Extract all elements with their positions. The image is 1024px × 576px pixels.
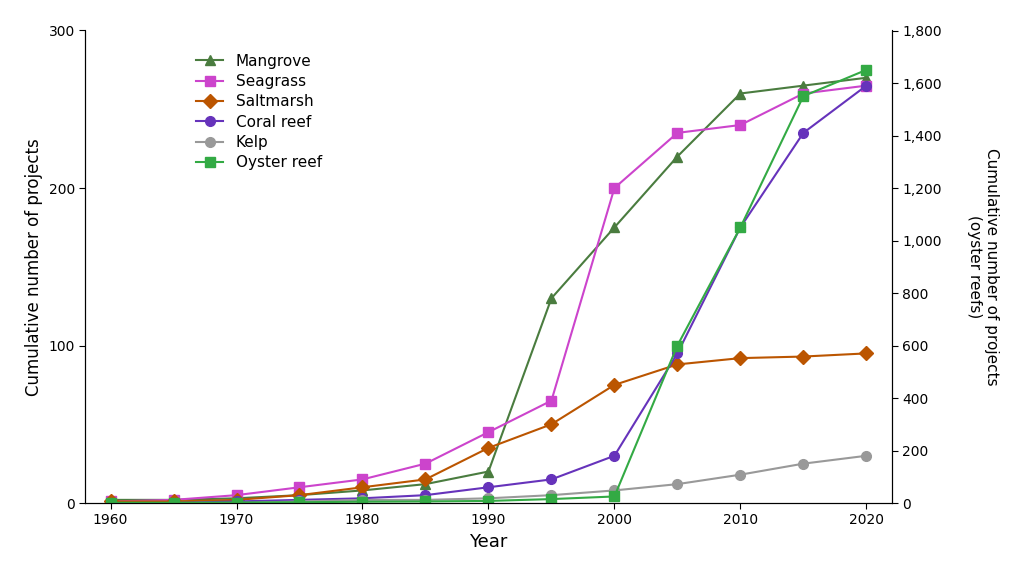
Line: Mangrove: Mangrove xyxy=(105,73,871,505)
Coral reef xyxy=(104,499,117,506)
Kelp xyxy=(356,497,369,503)
Mangrove xyxy=(672,153,684,160)
Kelp xyxy=(230,499,243,506)
Line: Coral reef: Coral reef xyxy=(105,81,871,508)
Coral reef xyxy=(482,484,495,491)
Coral reef xyxy=(167,499,179,506)
Mangrove xyxy=(546,295,558,302)
Seagrass xyxy=(672,130,684,137)
Saltmarsh xyxy=(482,445,495,452)
Saltmarsh xyxy=(104,498,117,505)
Coral reef xyxy=(356,495,369,502)
Oyster reef xyxy=(798,93,810,100)
Kelp xyxy=(167,499,179,506)
Mangrove xyxy=(419,480,431,487)
Mangrove xyxy=(167,497,179,503)
Saltmarsh xyxy=(860,350,872,357)
Kelp xyxy=(104,499,117,506)
Kelp xyxy=(482,495,495,502)
Saltmarsh xyxy=(293,492,305,499)
Kelp xyxy=(860,452,872,459)
Saltmarsh xyxy=(798,353,810,360)
Oyster reef xyxy=(546,495,558,502)
Coral reef xyxy=(608,452,621,459)
Coral reef xyxy=(419,492,431,499)
Oyster reef xyxy=(167,499,179,506)
Oyster reef xyxy=(104,499,117,506)
Seagrass xyxy=(734,122,746,128)
Oyster reef xyxy=(672,342,684,349)
Saltmarsh xyxy=(734,355,746,362)
Saltmarsh xyxy=(419,476,431,483)
Oyster reef xyxy=(356,498,369,505)
Legend: Mangrove, Seagrass, Saltmarsh, Coral reef, Kelp, Oyster reef: Mangrove, Seagrass, Saltmarsh, Coral ree… xyxy=(189,48,328,177)
Kelp xyxy=(419,497,431,503)
Coral reef xyxy=(230,498,243,505)
Seagrass xyxy=(167,497,179,503)
Kelp xyxy=(293,498,305,505)
Oyster reef xyxy=(293,499,305,506)
Seagrass xyxy=(608,184,621,191)
Line: Seagrass: Seagrass xyxy=(105,81,871,506)
Seagrass xyxy=(419,460,431,467)
Kelp xyxy=(546,492,558,499)
Oyster reef xyxy=(860,66,872,73)
Mangrove xyxy=(230,495,243,502)
Saltmarsh xyxy=(356,484,369,491)
X-axis label: Year: Year xyxy=(469,533,508,551)
Seagrass xyxy=(230,492,243,499)
Coral reef xyxy=(798,130,810,137)
Mangrove xyxy=(608,224,621,231)
Seagrass xyxy=(546,397,558,404)
Mangrove xyxy=(798,82,810,89)
Coral reef xyxy=(546,476,558,483)
Oyster reef xyxy=(230,499,243,506)
Mangrove xyxy=(356,487,369,494)
Oyster reef xyxy=(608,493,621,500)
Saltmarsh xyxy=(230,497,243,503)
Seagrass xyxy=(860,82,872,89)
Kelp xyxy=(672,480,684,487)
Saltmarsh xyxy=(608,381,621,388)
Coral reef xyxy=(672,350,684,357)
Saltmarsh xyxy=(546,421,558,428)
Saltmarsh xyxy=(167,498,179,505)
Y-axis label: Cumulative number of projects: Cumulative number of projects xyxy=(25,138,43,396)
Seagrass xyxy=(293,484,305,491)
Line: Saltmarsh: Saltmarsh xyxy=(105,348,871,506)
Coral reef xyxy=(293,497,305,503)
Oyster reef xyxy=(419,498,431,505)
Mangrove xyxy=(104,497,117,503)
Mangrove xyxy=(293,492,305,499)
Kelp xyxy=(608,487,621,494)
Line: Oyster reef: Oyster reef xyxy=(105,65,871,507)
Seagrass xyxy=(482,429,495,435)
Kelp xyxy=(798,460,810,467)
Seagrass xyxy=(104,498,117,505)
Coral reef xyxy=(860,82,872,89)
Mangrove xyxy=(860,74,872,81)
Y-axis label: Cumulative number of projects
(oyster reefs): Cumulative number of projects (oyster re… xyxy=(967,148,999,385)
Seagrass xyxy=(356,476,369,483)
Mangrove xyxy=(482,468,495,475)
Seagrass xyxy=(798,90,810,97)
Mangrove xyxy=(734,90,746,97)
Kelp xyxy=(734,471,746,478)
Coral reef xyxy=(734,224,746,231)
Oyster reef xyxy=(482,498,495,505)
Line: Kelp: Kelp xyxy=(105,451,871,508)
Saltmarsh xyxy=(672,361,684,368)
Oyster reef xyxy=(734,224,746,231)
